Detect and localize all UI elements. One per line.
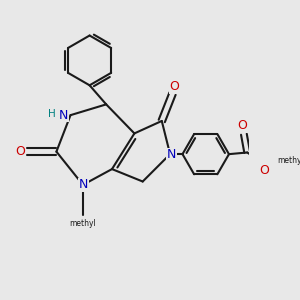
Text: O: O	[169, 80, 179, 94]
Text: methyl: methyl	[277, 156, 300, 165]
Text: H: H	[48, 109, 56, 119]
Text: N: N	[59, 109, 69, 122]
Text: N: N	[79, 178, 88, 191]
Text: O: O	[237, 119, 247, 132]
Text: N: N	[167, 148, 176, 161]
Text: O: O	[259, 164, 269, 177]
Text: O: O	[15, 145, 25, 158]
Text: methyl: methyl	[70, 218, 96, 227]
